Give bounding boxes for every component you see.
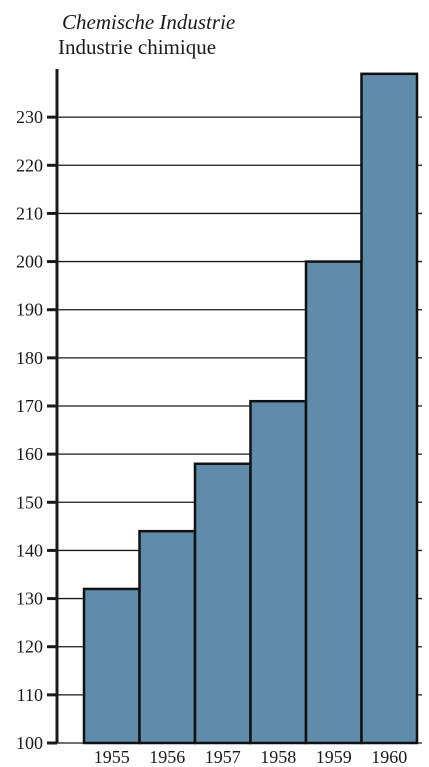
bar [138,529,197,745]
bar [360,72,419,745]
y-tick-label: 200 [16,252,43,272]
bar [82,587,141,745]
y-tick-label: 130 [16,589,43,609]
chart-subtitle: Industrie chimique [58,35,216,59]
x-tick-label: 1956 [149,747,185,767]
y-tick-label: 120 [16,637,43,657]
y-tick-label: 150 [16,492,43,512]
bar [193,462,252,745]
bar [249,399,308,745]
x-tick-label: 1957 [205,747,241,767]
y-tick-label: 140 [16,540,43,560]
y-tick-label: 220 [16,155,43,175]
x-tick-label: 1955 [94,747,130,767]
y-axis-ticks: 100 110 120 130 140 150 160 170 180 190 200 210 220 2… [16,107,57,753]
y-tick-label: 210 [16,203,43,223]
bar [304,260,363,745]
y-tick-label: 100 [16,733,43,753]
y-tick-label: 170 [16,396,43,416]
y-tick-label: 160 [16,444,43,464]
y-tick-label: 180 [16,348,43,368]
y-tick-label: 190 [16,300,43,320]
y-tick-label: 110 [17,685,43,705]
x-axis-labels: 1955 1956 1957 1958 1959 1960 [94,747,408,767]
bars [82,72,419,745]
x-tick-label: 1958 [260,747,296,767]
x-tick-label: 1960 [371,747,407,767]
x-tick-label: 1959 [316,747,352,767]
chart-title: Chemische Industrie [62,10,235,34]
y-tick-label: 230 [16,107,43,127]
